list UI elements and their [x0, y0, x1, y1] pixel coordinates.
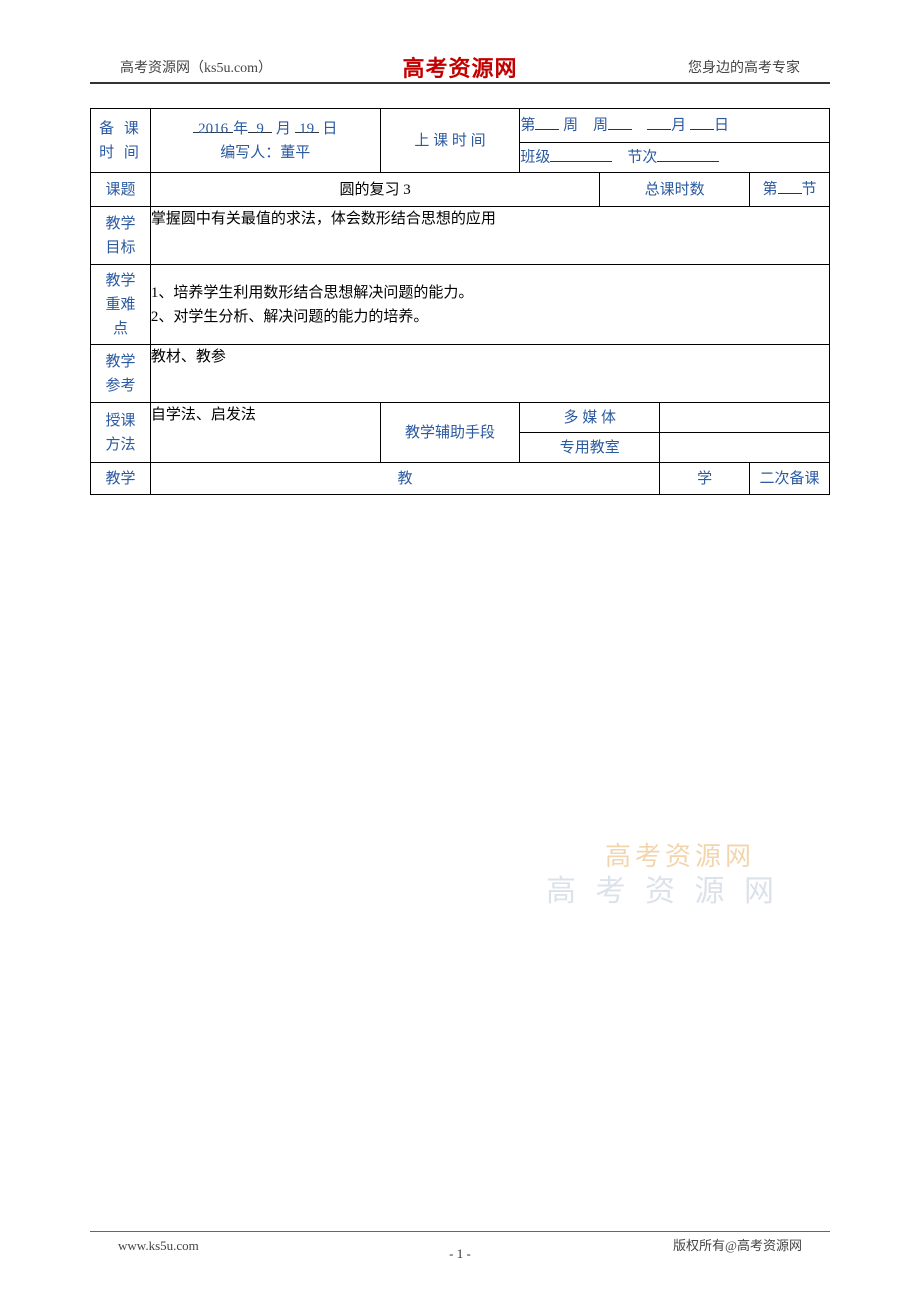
footer-left: www.ks5u.com [118, 1238, 199, 1254]
lesson-plan-table: 备 课 时 间 2016年9 月 19 日 编写人：董平 上 课 时 间 第 周… [90, 108, 830, 495]
prep-time-label: 备 课 时 间 [91, 109, 151, 173]
page-header: 高考资源网（ks5u.com） 高考资源网 您身边的高考专家 [0, 57, 920, 85]
class-time-label: 上 课 时 间 [380, 109, 520, 173]
bottom-jiao: 教 [150, 463, 659, 495]
bottom-second-prep: 二次备课 [750, 463, 830, 495]
method-label: 授课 方法 [91, 403, 151, 463]
aux-multimedia: 多 媒 体 [520, 403, 660, 433]
prep-date: 2016年9 月 19 日 [151, 117, 380, 141]
method-text: 自学法、启发法 [150, 403, 380, 463]
footer-line [90, 1231, 830, 1232]
diff-text: 1、培养学生利用数形结合思想解决问题的能力。 2、对学生分析、解决问题的能力的培… [150, 265, 829, 345]
goal-label: 教学 目标 [91, 207, 151, 265]
ref-label: 教学 参考 [91, 345, 151, 403]
page: 高考资源网（ks5u.com） 高考资源网 您身边的高考专家 备 课 时 间 2… [0, 0, 920, 1302]
header-underline [90, 82, 830, 84]
watermark-gray: 高 考 资 源 网 [546, 866, 780, 910]
footer-page-number: - 1 - [449, 1246, 471, 1262]
watermark-gold: 高考资源网 [605, 836, 755, 873]
prep-time-value: 2016年9 月 19 日 编写人：董平 [150, 109, 380, 173]
aux-room: 专用教室 [520, 433, 660, 463]
topic-value: 圆的复习 3 [150, 173, 599, 207]
total-hours-label: 总课时数 [600, 173, 750, 207]
aux-label: 教学辅助手段 [380, 403, 520, 463]
goal-text: 掌握圆中有关最值的求法，体会数形结合思想的应用 [150, 207, 829, 265]
ref-text: 教材、教参 [150, 345, 829, 403]
footer-right: 版权所有@高考资源网 [673, 1235, 802, 1254]
class-time-row2: 班级 节次 [520, 143, 830, 173]
aux-multimedia-value [660, 403, 830, 433]
author-line: 编写人：董平 [151, 141, 380, 165]
aux-room-value [660, 433, 830, 463]
bottom-xue: 学 [660, 463, 750, 495]
diff-label: 教学 重难 点 [91, 265, 151, 345]
bottom-left-label: 教学 [91, 463, 151, 495]
class-time-row1: 第 周 周 月 日 [520, 109, 830, 143]
header-right-text: 您身边的高考专家 [688, 57, 800, 77]
total-hours-value: 第节 [750, 173, 830, 207]
header-center-title: 高考资源网 [402, 51, 517, 83]
topic-label: 课题 [91, 173, 151, 207]
header-left-text: 高考资源网（ks5u.com） [120, 57, 272, 77]
